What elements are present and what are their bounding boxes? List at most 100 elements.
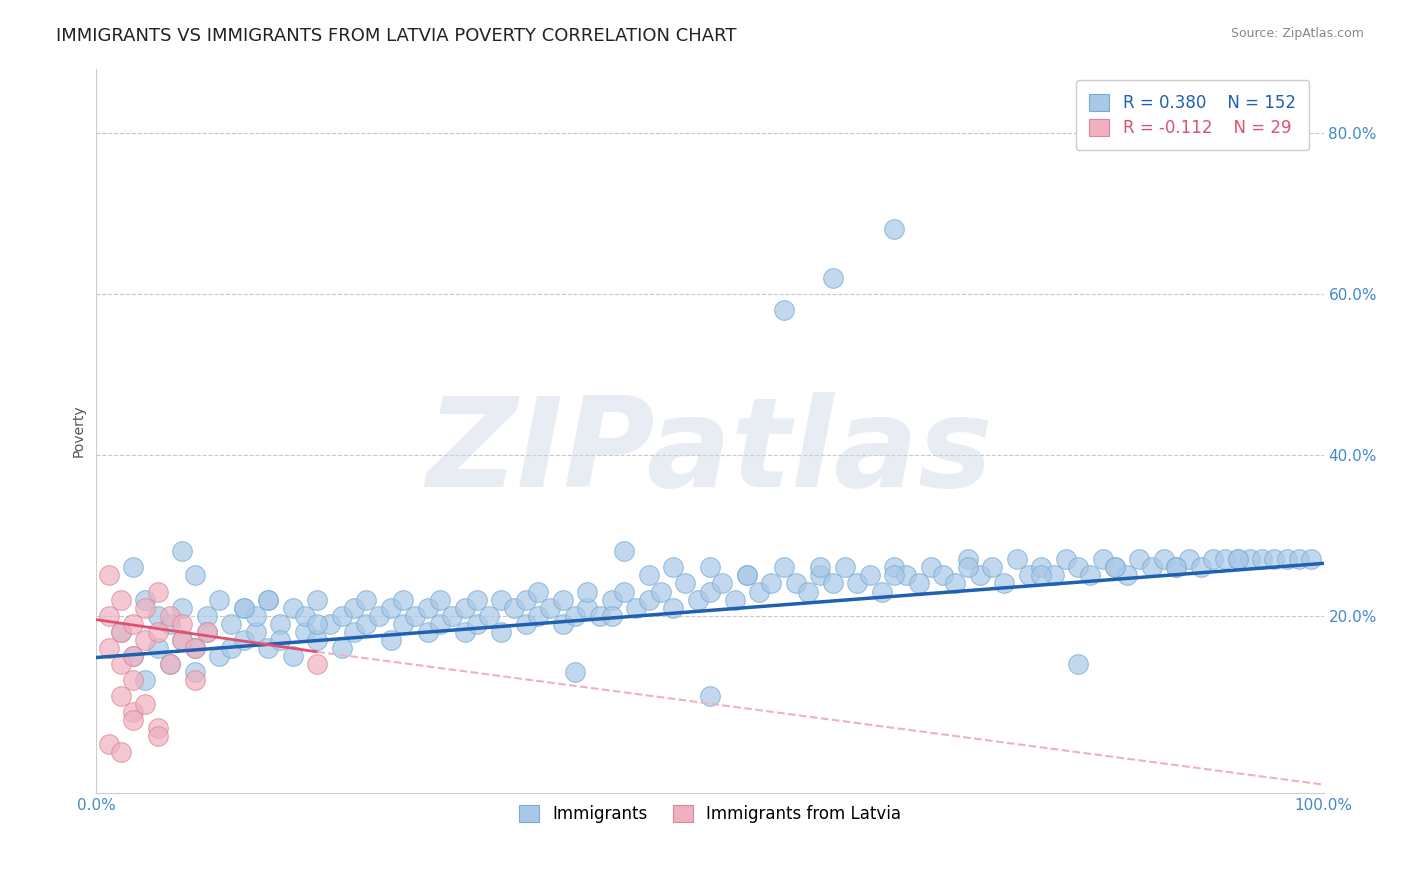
Point [1116, 568, 1139, 582]
Point [1140, 560, 1163, 574]
Point [367, 608, 389, 623]
Point [134, 600, 156, 615]
Point [294, 608, 316, 623]
Point [416, 600, 439, 615]
Point [356, 592, 378, 607]
Point [981, 560, 1004, 574]
Point [538, 600, 561, 615]
Point [392, 616, 415, 631]
Point [1166, 560, 1188, 574]
Point [453, 600, 475, 615]
Point [576, 584, 599, 599]
Point [1215, 552, 1237, 566]
Point [883, 568, 905, 582]
Point [515, 592, 537, 607]
Point [735, 568, 758, 582]
Point [1067, 560, 1090, 574]
Point [748, 584, 770, 599]
Point [637, 592, 659, 607]
Point [551, 616, 574, 631]
Point [870, 584, 893, 599]
Point [735, 568, 758, 582]
Point [932, 568, 955, 582]
Legend: Immigrants, Immigrants from Latvia: Immigrants, Immigrants from Latvia [508, 794, 912, 835]
Point [281, 600, 304, 615]
Point [134, 592, 156, 607]
Point [1153, 552, 1175, 566]
Point [232, 632, 254, 647]
Point [1251, 552, 1274, 566]
Point [183, 640, 205, 655]
Point [416, 624, 439, 639]
Point [810, 560, 832, 574]
Point [1226, 552, 1249, 566]
Point [110, 689, 132, 703]
Point [588, 608, 610, 623]
Point [159, 616, 181, 631]
Point [307, 632, 329, 647]
Point [183, 568, 205, 582]
Point [110, 592, 132, 607]
Point [956, 552, 979, 566]
Point [600, 608, 623, 623]
Point [232, 600, 254, 615]
Point [1005, 552, 1028, 566]
Point [650, 584, 672, 599]
Text: ZIPatlas: ZIPatlas [426, 392, 993, 513]
Point [110, 746, 132, 760]
Point [883, 560, 905, 574]
Point [502, 600, 524, 615]
Point [208, 592, 231, 607]
Point [245, 608, 267, 623]
Point [183, 673, 205, 687]
Point [527, 584, 550, 599]
Point [404, 608, 426, 623]
Point [110, 657, 132, 671]
Point [172, 600, 194, 615]
Point [281, 648, 304, 663]
Point [465, 616, 488, 631]
Point [1177, 552, 1199, 566]
Point [1031, 560, 1053, 574]
Point [1189, 560, 1212, 574]
Point [134, 697, 156, 711]
Point [1042, 568, 1064, 582]
Point [1301, 552, 1323, 566]
Point [1288, 552, 1310, 566]
Point [429, 616, 451, 631]
Point [183, 640, 205, 655]
Point [907, 576, 929, 591]
Point [392, 592, 415, 607]
Point [122, 560, 145, 574]
Point [834, 560, 856, 574]
Point [969, 568, 991, 582]
Point [245, 624, 267, 639]
Point [343, 624, 366, 639]
Point [1166, 560, 1188, 574]
Point [613, 584, 636, 599]
Point [1018, 568, 1040, 582]
Point [821, 576, 844, 591]
Point [920, 560, 942, 574]
Point [307, 657, 329, 671]
Point [195, 624, 218, 639]
Point [711, 576, 734, 591]
Point [527, 608, 550, 623]
Point [183, 665, 205, 679]
Point [221, 640, 243, 655]
Point [330, 608, 353, 623]
Point [195, 624, 218, 639]
Point [146, 608, 169, 623]
Point [723, 592, 745, 607]
Point [429, 592, 451, 607]
Point [307, 592, 329, 607]
Point [232, 600, 254, 615]
Point [195, 608, 218, 623]
Point [380, 600, 402, 615]
Point [1263, 552, 1285, 566]
Point [785, 576, 807, 591]
Point [686, 592, 709, 607]
Point [294, 624, 316, 639]
Point [356, 616, 378, 631]
Point [122, 705, 145, 719]
